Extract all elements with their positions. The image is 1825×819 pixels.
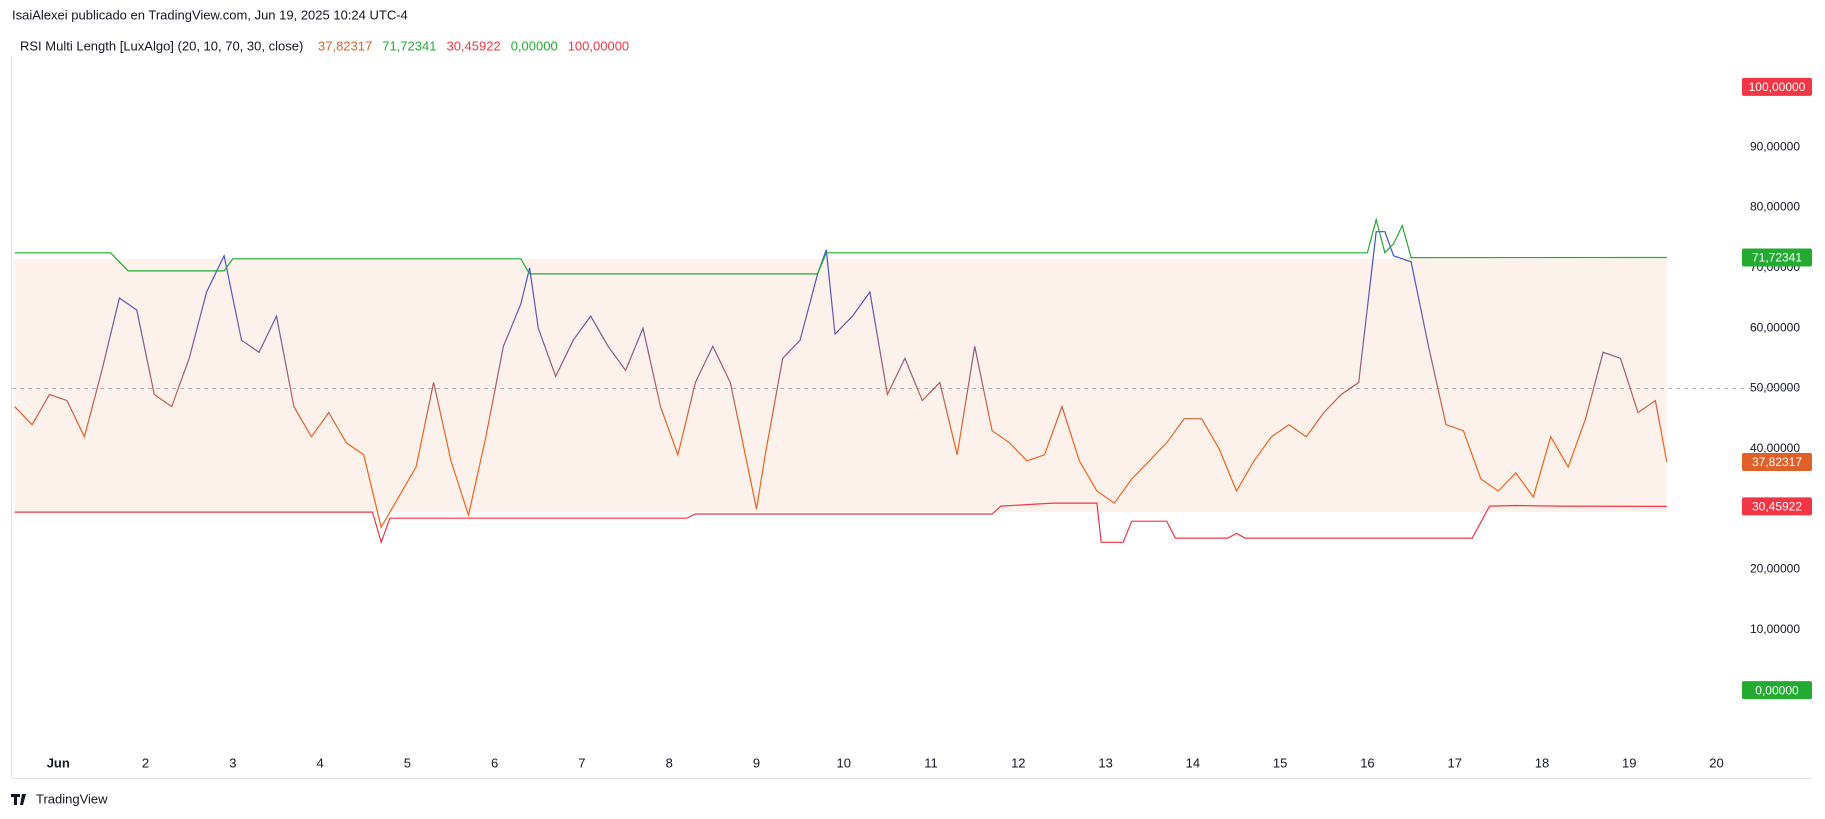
price-tag: 0,00000 <box>1742 681 1812 700</box>
y-tick-label: 80,00000 <box>1750 200 1800 214</box>
x-tick-label: 10 <box>837 755 851 770</box>
x-tick-label: 15 <box>1273 755 1287 770</box>
x-tick-label: 19 <box>1622 755 1636 770</box>
footer: TradingView <box>36 791 108 806</box>
price-tag-label: 37,82317 <box>1752 455 1802 469</box>
y-tick-label: 60,00000 <box>1750 320 1800 334</box>
price-tag-box <box>1742 497 1812 516</box>
x-tick-label: 7 <box>578 755 585 770</box>
x-tick-label: 9 <box>753 755 760 770</box>
legend-value: 30,45922 <box>446 38 500 53</box>
price-tag-box <box>1742 452 1812 471</box>
legend-value: 100,00000 <box>568 38 629 53</box>
legend-value: 37,82317 <box>318 38 372 53</box>
x-tick-label: 17 <box>1447 755 1461 770</box>
y-tick-label: 20,00000 <box>1750 562 1800 576</box>
price-tag: 30,45922 <box>1742 497 1812 516</box>
y-tick-label: 40,00000 <box>1750 441 1800 455</box>
price-tag-label: 0,00000 <box>1755 683 1799 697</box>
price-tag: 100,00000 <box>1742 77 1812 96</box>
x-tick-label: 16 <box>1360 755 1374 770</box>
legend-values: 37,82317 71,72341 30,45922 0,00000 100,00000 <box>318 38 629 53</box>
left-border <box>11 56 12 778</box>
bottom-border <box>12 778 1812 779</box>
price-tag-box <box>1742 248 1812 267</box>
x-tick-label: 8 <box>666 755 673 770</box>
y-tick-label: 50,00000 <box>1750 381 1800 395</box>
price-tag-label: 100,00000 <box>1749 80 1806 94</box>
y-tick-label: 90,00000 <box>1750 139 1800 153</box>
price-tag-box <box>1742 77 1812 96</box>
x-tick-label: 14 <box>1186 755 1200 770</box>
indicator-title: RSI Multi Length [LuxAlgo] (20, 10, 70, … <box>20 38 303 53</box>
x-tick-label: 18 <box>1535 755 1549 770</box>
y-tick-label: 10,00000 <box>1750 622 1800 636</box>
price-tag-label: 30,45922 <box>1752 500 1802 514</box>
x-tick-label: Jun <box>47 755 70 770</box>
x-tick-label: 20 <box>1709 755 1723 770</box>
legend-value: 71,72341 <box>382 38 436 53</box>
x-tick-label: 5 <box>404 755 411 770</box>
x-tick-label: 13 <box>1098 755 1112 770</box>
x-tick-label: 12 <box>1011 755 1025 770</box>
series-line <box>14 231 1668 529</box>
header: IsaiAlexei publicado en TradingView.com,… <box>12 7 408 22</box>
series-line <box>14 502 1667 545</box>
x-tick-label: 3 <box>229 755 236 770</box>
x-tick-label: 11 <box>924 755 938 770</box>
series-line <box>14 217 1667 275</box>
price-tag-label: 71,72341 <box>1752 251 1802 265</box>
legend-value: 0,00000 <box>511 38 558 53</box>
band-fill <box>14 258 1667 513</box>
price-tag-box <box>1742 681 1812 700</box>
logo <box>11 794 26 805</box>
price-tag: 71,72341 <box>1742 248 1812 267</box>
x-tick-label: 6 <box>491 755 498 770</box>
price-tag: 37,82317 <box>1742 452 1812 471</box>
x-tick-label: 4 <box>316 755 323 770</box>
x-tick-label: 2 <box>142 755 149 770</box>
